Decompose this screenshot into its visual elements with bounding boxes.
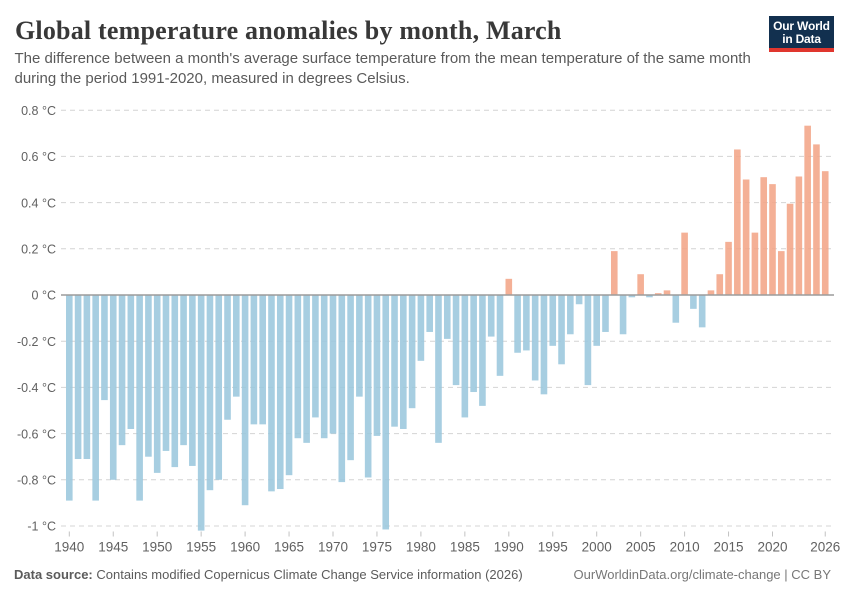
svg-text:2000: 2000 bbox=[582, 539, 612, 554]
svg-text:1980: 1980 bbox=[406, 539, 436, 554]
svg-text:2010: 2010 bbox=[670, 539, 700, 554]
svg-text:-0.6 °C: -0.6 °C bbox=[17, 427, 56, 441]
svg-text:0.8 °C: 0.8 °C bbox=[21, 104, 56, 118]
svg-text:2026: 2026 bbox=[810, 539, 840, 554]
svg-text:0.6 °C: 0.6 °C bbox=[21, 150, 56, 164]
svg-text:0.4 °C: 0.4 °C bbox=[21, 196, 56, 210]
svg-text:2015: 2015 bbox=[714, 539, 744, 554]
svg-text:-0.4 °C: -0.4 °C bbox=[17, 381, 56, 395]
svg-text:1955: 1955 bbox=[186, 539, 216, 554]
svg-text:1940: 1940 bbox=[54, 539, 84, 554]
svg-text:1965: 1965 bbox=[274, 539, 304, 554]
svg-text:0 °C: 0 °C bbox=[32, 289, 56, 303]
svg-text:1985: 1985 bbox=[450, 539, 480, 554]
svg-text:1975: 1975 bbox=[362, 539, 392, 554]
svg-text:1960: 1960 bbox=[230, 539, 260, 554]
svg-text:-1 °C: -1 °C bbox=[27, 520, 56, 534]
svg-text:2020: 2020 bbox=[757, 539, 787, 554]
svg-text:0.2 °C: 0.2 °C bbox=[21, 243, 56, 257]
svg-text:1945: 1945 bbox=[98, 539, 128, 554]
svg-text:1970: 1970 bbox=[318, 539, 348, 554]
svg-text:-0.8 °C: -0.8 °C bbox=[17, 474, 56, 488]
svg-text:1990: 1990 bbox=[494, 539, 524, 554]
svg-text:2005: 2005 bbox=[626, 539, 656, 554]
svg-text:1950: 1950 bbox=[142, 539, 172, 554]
svg-text:1995: 1995 bbox=[538, 539, 568, 554]
svg-text:-0.2 °C: -0.2 °C bbox=[17, 335, 56, 349]
